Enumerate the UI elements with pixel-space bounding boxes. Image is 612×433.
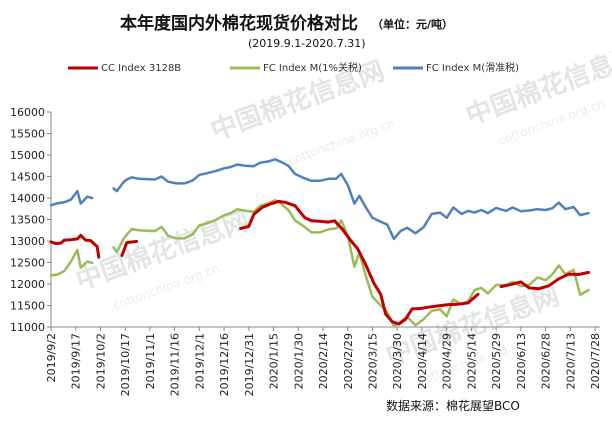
series-line: [112, 158, 590, 241]
x-tick-label: 2020/5/14: [465, 333, 478, 389]
y-tick-label: 13500: [10, 214, 45, 227]
x-tick-label: 2020/4/29: [441, 333, 454, 389]
x-axis: 2019/9/2 2019/9/17 2019/10/2 2019/10/17 2019…: [45, 326, 602, 396]
x-tick-label: 2019/12/1: [193, 333, 206, 389]
chart-title: 本年度国内外棉花现货价格对比: [120, 13, 358, 34]
x-tick-label: 2020/7/13: [564, 333, 577, 389]
y-tick-label: 11000: [10, 321, 45, 334]
y-tick-label: 16000: [10, 106, 45, 119]
x-tick-label: 2020/6/28: [540, 333, 553, 389]
legend-label: FC Index M(滑准税): [426, 61, 519, 74]
source-note: 数据来源：棉花展望BCO: [386, 398, 520, 413]
x-tick-label: 2019/12/16: [218, 333, 231, 396]
y-axis: 11000 11500 12000 12500 13000 13500 14000 14500…: [10, 106, 52, 334]
y-tick-label: 11500: [10, 300, 45, 313]
y-tick-label: 13000: [10, 235, 45, 248]
x-tick-label: 2019/11/16: [169, 333, 182, 396]
x-tick-label: 2019/11/1: [144, 333, 157, 389]
x-tick-label: 2019/10/2: [94, 333, 107, 389]
series-line: [49, 248, 94, 277]
series-line: [49, 189, 94, 207]
x-tick-label: 2020/3/15: [366, 333, 379, 389]
y-tick-label: 14000: [10, 192, 45, 205]
y-tick-label: 12000: [10, 278, 45, 291]
x-tick-label: 2020/2/29: [342, 333, 355, 389]
y-tick-label: 15500: [10, 128, 45, 141]
x-tick-label: 2019/10/17: [119, 333, 132, 396]
x-tick-label: 2019/9/17: [70, 333, 83, 389]
x-tick-label: 2020/4/14: [416, 333, 429, 389]
series-line: [49, 233, 101, 259]
x-tick-label: 2019/12/31: [243, 333, 256, 396]
x-tick-label: 2020/1/15: [268, 333, 281, 389]
x-tick-label: 2020/2/14: [317, 333, 330, 389]
y-tick-label: 15000: [10, 149, 45, 162]
series-line: [239, 199, 480, 326]
x-tick-label: 2020/5/29: [490, 333, 503, 389]
x-tick-label: 2020/6/13: [515, 333, 528, 389]
series-line: [120, 239, 139, 258]
chart-subtitle: (2019.9.1-2020.7.31): [248, 37, 366, 50]
watermark-url: cottonchina.org.cn: [286, 116, 396, 168]
series-layer: [49, 158, 602, 328]
y-tick-label: 12500: [10, 257, 45, 270]
y-tick-label: 14500: [10, 171, 45, 184]
series-line: [499, 270, 590, 291]
x-tick-label: 2020/7/28: [589, 333, 602, 389]
x-tick-label: 2020/1/30: [292, 333, 305, 389]
legend-label: CC Index 3128B: [101, 63, 181, 74]
x-tick-label: 2020/3/30: [391, 333, 404, 389]
chart-unit-note: （单位：元/吨）: [372, 17, 453, 31]
legend: CC Index 3128B FC Index M(1%关税) FC Index M…: [68, 61, 519, 74]
watermark-text: 中国棉花信息网: [462, 40, 612, 131]
x-tick-label: 2019/9/2: [45, 333, 58, 382]
legend-label: FC Index M(1%关税): [263, 61, 362, 74]
